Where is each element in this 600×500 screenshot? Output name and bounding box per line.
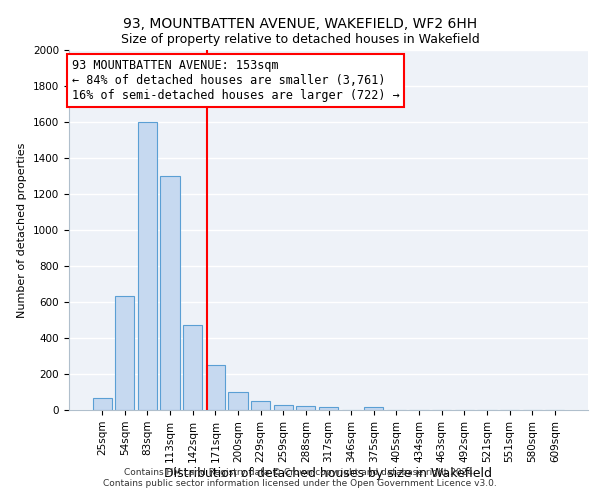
Text: Size of property relative to detached houses in Wakefield: Size of property relative to detached ho…	[121, 32, 479, 46]
Bar	[319, 408, 338, 410]
Bar	[206, 365, 225, 410]
Bar	[92, 398, 112, 410]
Bar	[229, 392, 248, 410]
Bar	[115, 296, 134, 410]
Bar	[138, 122, 157, 410]
Text: 93 MOUNTBATTEN AVENUE: 153sqm
← 84% of detached houses are smaller (3,761)
16% o: 93 MOUNTBATTEN AVENUE: 153sqm ← 84% of d…	[71, 59, 400, 102]
Bar	[274, 404, 293, 410]
Bar	[160, 176, 180, 410]
Bar	[251, 401, 270, 410]
Text: 93, MOUNTBATTEN AVENUE, WAKEFIELD, WF2 6HH: 93, MOUNTBATTEN AVENUE, WAKEFIELD, WF2 6…	[123, 18, 477, 32]
Text: Contains HM Land Registry data © Crown copyright and database right 2024.
Contai: Contains HM Land Registry data © Crown c…	[103, 468, 497, 487]
Y-axis label: Number of detached properties: Number of detached properties	[17, 142, 28, 318]
Bar	[183, 324, 202, 410]
X-axis label: Distribution of detached houses by size in Wakefield: Distribution of detached houses by size …	[164, 468, 493, 480]
Bar	[296, 406, 316, 410]
Bar	[364, 408, 383, 410]
